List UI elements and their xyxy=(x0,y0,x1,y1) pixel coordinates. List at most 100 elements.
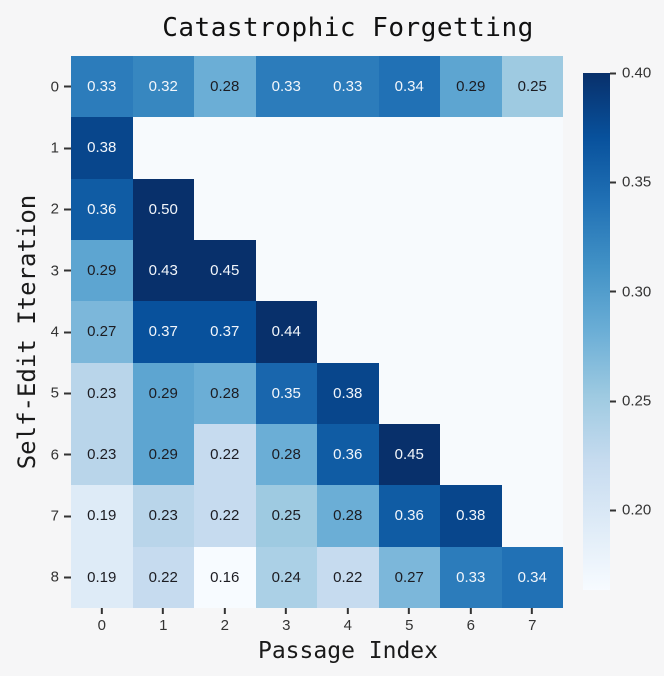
x-axis-label: Passage Index xyxy=(257,638,439,664)
y-tick-label: 6 xyxy=(50,446,59,464)
heatmap-grid: 0.33 0.32 0.28 0.33 0.33 0.34 0.29 0.25 0.38 0.36… xyxy=(71,56,563,608)
colorbar-tick-label: 0.25 xyxy=(622,392,652,410)
heatmap-cell-r8c3: 0.24 xyxy=(255,546,317,608)
y-tick: 2 xyxy=(51,201,71,218)
colorbar-tick: 0.35 xyxy=(610,174,651,191)
heatmap-cell-r4c0: 0.27 xyxy=(71,301,133,363)
heatmap-cell-r5c0: 0.23 xyxy=(71,362,133,424)
y-tick-mark xyxy=(64,576,71,579)
heatmap-cell-r4c4 xyxy=(317,301,379,363)
x-tick-mark xyxy=(285,608,288,614)
heatmap-cell-r1c0: 0.38 xyxy=(71,117,133,179)
heatmap-cell-r1c1 xyxy=(132,117,194,179)
heatmap-cell-r2c5 xyxy=(378,178,440,240)
heatmap-cell-r7c1: 0.23 xyxy=(132,485,194,547)
y-tick-mark xyxy=(64,85,71,88)
heatmap-cell-r0c6: 0.29 xyxy=(440,56,502,118)
heatmap-cell-r6c7 xyxy=(501,423,563,486)
y-tick-mark xyxy=(64,147,71,149)
heatmap-cell-r4c3: 0.44 xyxy=(255,301,317,363)
heatmap-cell-r5c7 xyxy=(501,362,563,424)
heatmap-cell-r1c7 xyxy=(501,117,563,179)
heatmap-cell-r3c3 xyxy=(255,239,317,302)
colorbar-tick-label: 0.30 xyxy=(622,283,652,301)
y-tick-label: 8 xyxy=(50,568,59,586)
heatmap-cell-r2c6 xyxy=(440,178,502,240)
y-tick: 8 xyxy=(51,569,71,586)
heatmap-cell-r7c7 xyxy=(501,485,563,547)
y-tick: 4 xyxy=(51,324,71,341)
heatmap-cell-r2c7 xyxy=(501,178,563,240)
colorbar-tick-mark xyxy=(610,181,616,184)
y-tick-label: 0 xyxy=(50,78,59,96)
heatmap-cell-r3c6 xyxy=(440,239,502,302)
heatmap-cell-r8c6: 0.33 xyxy=(440,546,502,608)
heatmap-cell-r6c5: 0.45 xyxy=(378,423,440,486)
x-tick-label: 1 xyxy=(159,617,168,634)
y-tick-mark xyxy=(64,208,71,211)
heatmap-cell-r0c2: 0.28 xyxy=(194,56,256,118)
x-tick: 4 xyxy=(344,608,352,634)
x-tick-mark xyxy=(531,608,534,614)
colorbar-tick: 0.25 xyxy=(610,393,651,410)
heatmap-cell-r3c1: 0.43 xyxy=(132,239,194,302)
x-tick-mark xyxy=(408,608,411,614)
x-tick-label: 3 xyxy=(282,617,291,634)
colorbar-tick-mark xyxy=(610,400,616,403)
x-tick-mark xyxy=(100,608,103,614)
colorbar-tick: 0.20 xyxy=(610,502,651,519)
heatmap-cell-r8c7: 0.34 xyxy=(501,546,563,608)
heatmap-cell-r7c2: 0.22 xyxy=(194,485,256,547)
heatmap-cell-r5c5 xyxy=(378,362,440,424)
heatmap-cell-r1c6 xyxy=(440,117,502,179)
heatmap-cell-r8c1: 0.22 xyxy=(132,546,194,608)
heatmap-cell-r7c3: 0.25 xyxy=(255,485,317,547)
heatmap-cell-r6c2: 0.22 xyxy=(194,423,256,486)
y-tick-mark xyxy=(64,515,71,517)
heatmap-cell-r2c3 xyxy=(255,178,317,240)
colorbar-tick-mark xyxy=(610,290,616,293)
x-tick-mark xyxy=(223,608,226,614)
heatmap-cell-r3c4 xyxy=(317,239,379,302)
heatmap-cell-r8c0: 0.19 xyxy=(71,546,133,608)
heatmap-cell-r5c2: 0.28 xyxy=(194,362,256,424)
heatmap-cell-r0c7: 0.25 xyxy=(501,56,563,118)
heatmap-cell-r1c5 xyxy=(378,117,440,179)
y-tick: 5 xyxy=(51,385,71,402)
colorbar-ticks: 0.40 0.35 0.30 0.25 0.20 xyxy=(610,65,664,590)
heatmap-cell-r7c4: 0.28 xyxy=(317,485,379,547)
x-tick-label: 5 xyxy=(405,617,414,634)
heatmap-cell-r8c2: 0.16 xyxy=(194,546,256,608)
heatmap-cell-r1c2 xyxy=(194,117,256,179)
x-tick-label: 4 xyxy=(343,617,352,634)
heatmap-cell-r8c5: 0.27 xyxy=(378,546,440,608)
colorbar-gradient xyxy=(583,73,610,590)
heatmap-cell-r0c1: 0.32 xyxy=(132,56,194,118)
y-tick-label: 1 xyxy=(50,139,59,157)
x-tick: 7 xyxy=(528,608,536,634)
colorbar-tick: 0.40 xyxy=(610,65,651,82)
x-tick: 6 xyxy=(467,608,475,634)
heatmap-cell-r7c5: 0.36 xyxy=(378,485,440,547)
heatmap-cell-r2c0: 0.36 xyxy=(71,178,133,240)
y-tick: 7 xyxy=(51,508,71,525)
x-tick-mark xyxy=(346,608,349,614)
y-axis-ticks: 0 1 2 3 4 5 6 7 8 xyxy=(0,56,71,608)
heatmap-cell-r3c0: 0.29 xyxy=(71,239,133,302)
heatmap-cell-r6c6 xyxy=(440,423,502,486)
heatmap-cell-r5c6 xyxy=(440,362,502,424)
y-tick-mark xyxy=(64,392,71,395)
y-tick-label: 3 xyxy=(50,262,59,280)
x-axis-ticks: 0 1 2 3 4 5 6 7 xyxy=(71,608,563,644)
colorbar-tick-mark xyxy=(610,72,616,74)
heatmap-cell-r6c1: 0.29 xyxy=(132,423,194,486)
heatmap-cell-r4c7 xyxy=(501,301,563,363)
colorbar-tick-label: 0.20 xyxy=(622,501,652,519)
y-tick-mark xyxy=(64,331,71,333)
heatmap-cell-r5c1: 0.29 xyxy=(132,362,194,424)
y-tick-label: 4 xyxy=(50,323,59,341)
y-tick-mark xyxy=(64,269,71,272)
y-tick: 0 xyxy=(51,78,71,95)
y-tick-label: 5 xyxy=(50,384,59,402)
